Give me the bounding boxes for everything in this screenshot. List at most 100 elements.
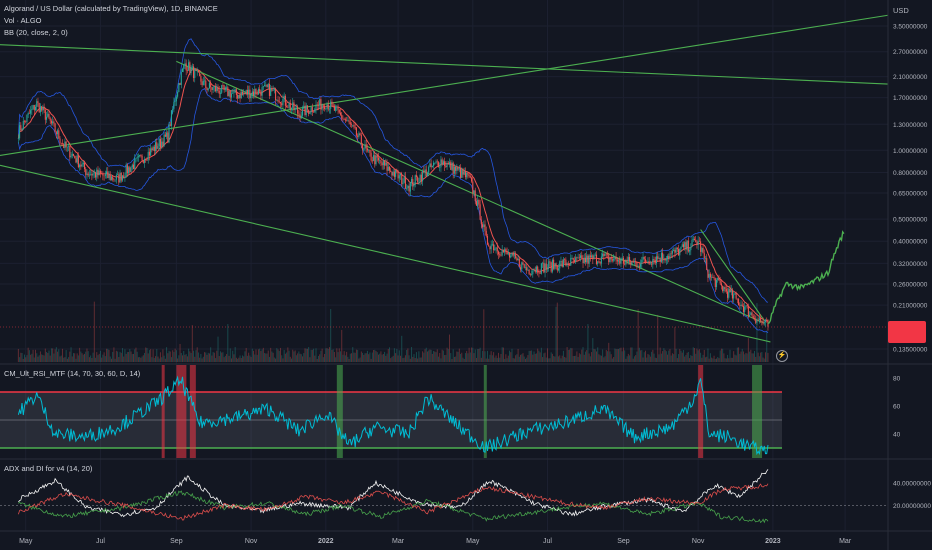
candle-body xyxy=(268,83,271,96)
volume-bar xyxy=(571,348,573,362)
volume-bar xyxy=(106,348,108,362)
adx-legend[interactable]: ADX and DI for v4 (14, 20) xyxy=(4,464,93,473)
candle-body xyxy=(495,247,497,249)
volume-bar xyxy=(230,358,232,362)
volume-bar xyxy=(213,352,215,362)
candle-body xyxy=(533,270,535,272)
volume-bar xyxy=(613,357,615,362)
candle-body xyxy=(90,174,92,175)
candle-body xyxy=(435,161,437,163)
volume-bar xyxy=(196,347,198,362)
candle-body xyxy=(142,160,144,163)
candle-body xyxy=(510,255,512,258)
volume-bar xyxy=(150,349,152,362)
candle-body xyxy=(87,173,89,176)
candle-body xyxy=(468,174,470,177)
candle-body xyxy=(423,170,425,173)
candle-body xyxy=(513,254,515,256)
candle-body xyxy=(153,146,155,151)
volume-bar xyxy=(489,354,491,362)
volume-bar xyxy=(251,348,253,362)
rsi-legend[interactable]: CM_Ult_RSI_MTF (14, 70, 30, 60, D, 14) xyxy=(4,369,141,378)
candle-body xyxy=(359,133,361,136)
volume-bar xyxy=(636,351,638,362)
candle-body xyxy=(341,114,343,119)
volume-bar xyxy=(725,358,727,362)
volume-bar xyxy=(687,351,689,362)
volume-bar xyxy=(546,348,548,362)
candle-body xyxy=(143,159,146,163)
volume-bar xyxy=(340,351,342,362)
volume-bar xyxy=(651,351,653,362)
candle-body xyxy=(665,259,667,261)
volume-bar xyxy=(32,349,34,362)
flash-icon[interactable]: ⚡ xyxy=(776,350,788,362)
y-tick-label: 2.10000000 xyxy=(893,74,928,81)
candle-body xyxy=(130,167,132,173)
candle-body xyxy=(760,318,762,321)
candle-body xyxy=(219,92,222,94)
volume-bar xyxy=(755,356,757,362)
volume-bar xyxy=(714,358,716,362)
volume-bar xyxy=(402,358,404,362)
candle-body xyxy=(478,200,480,205)
volume-bar xyxy=(588,353,590,362)
candle-body xyxy=(511,252,513,256)
volume-bar xyxy=(316,358,318,362)
volume-bar xyxy=(578,353,580,362)
volume-legend[interactable]: Vol · ALGO xyxy=(4,16,42,25)
rsi-tick-label: 60 xyxy=(893,404,901,411)
candle-body xyxy=(361,144,364,150)
candle-body xyxy=(175,96,177,102)
candle-body xyxy=(140,155,142,156)
volume-bar xyxy=(558,356,560,362)
candle-body xyxy=(255,88,257,94)
bb-legend[interactable]: BB (20, close, 2, 0) xyxy=(4,28,68,37)
volume-bar xyxy=(627,353,629,362)
volume-bar xyxy=(172,350,174,362)
volume-bar xyxy=(731,357,733,362)
volume-bar xyxy=(406,349,408,362)
candle-body xyxy=(615,256,617,260)
volume-bar xyxy=(750,349,752,362)
volume-bar xyxy=(253,350,255,362)
candle-body xyxy=(598,261,600,262)
adx-tick-label: 40.00000000 xyxy=(893,480,931,487)
candle-body xyxy=(600,256,602,264)
candle-body xyxy=(261,87,263,96)
candle-body xyxy=(561,261,563,267)
candle-body xyxy=(366,148,368,151)
candle-body xyxy=(555,263,557,266)
candle-body xyxy=(462,168,464,175)
volume-bar xyxy=(308,347,310,362)
candle-body xyxy=(45,116,48,120)
candle-body xyxy=(344,119,346,121)
candle-body xyxy=(595,254,598,264)
volume-bar xyxy=(255,349,257,362)
candle-body xyxy=(239,94,241,99)
volume-bar xyxy=(64,357,66,362)
candle-body xyxy=(96,169,98,178)
volume-bar xyxy=(341,329,343,362)
volume-bar xyxy=(71,356,73,362)
volume-bar xyxy=(491,355,493,362)
candle-body xyxy=(112,176,114,180)
candle-body xyxy=(562,259,564,267)
candle-body xyxy=(91,174,93,176)
volume-bar xyxy=(712,358,714,362)
candle-body xyxy=(177,92,179,97)
candle-body xyxy=(43,106,45,110)
volume-bar xyxy=(426,351,428,362)
volume-bar xyxy=(745,352,747,362)
x-tick-label: May xyxy=(466,538,480,545)
volume-bar xyxy=(719,350,721,362)
volume-bar xyxy=(299,353,301,362)
volume-bar xyxy=(723,353,725,362)
y-tick-label: 0.13500000 xyxy=(893,347,928,354)
candle-body xyxy=(643,256,645,260)
candle-body xyxy=(196,70,198,72)
candle-body xyxy=(621,257,623,259)
chart-title: Algorand / US Dollar (calculated by Trad… xyxy=(4,4,218,13)
volume-bar xyxy=(460,354,462,362)
